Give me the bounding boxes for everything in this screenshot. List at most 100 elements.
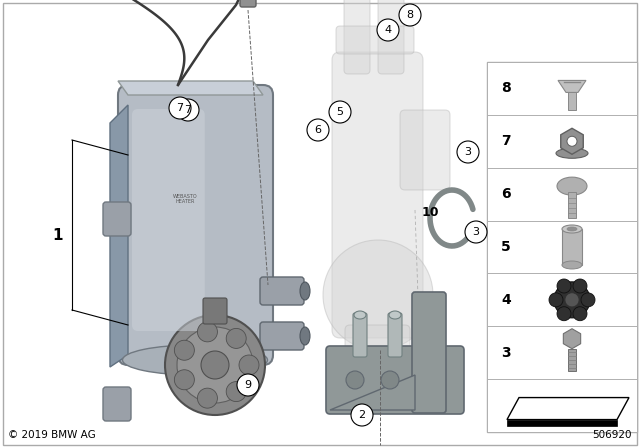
Text: © 2019 BMW AG: © 2019 BMW AG — [8, 430, 96, 440]
Text: 7: 7 — [177, 103, 184, 113]
Text: 5: 5 — [337, 107, 344, 117]
Circle shape — [197, 388, 218, 408]
Polygon shape — [507, 420, 617, 426]
Bar — [487, 168, 637, 220]
Bar — [568, 192, 576, 218]
FancyBboxPatch shape — [103, 202, 131, 236]
Ellipse shape — [354, 311, 366, 319]
Bar — [487, 379, 637, 432]
Circle shape — [381, 371, 399, 389]
Circle shape — [165, 315, 265, 415]
FancyBboxPatch shape — [388, 313, 402, 357]
Circle shape — [197, 322, 218, 342]
Ellipse shape — [562, 261, 582, 269]
Text: 6: 6 — [314, 125, 321, 135]
FancyBboxPatch shape — [260, 322, 304, 350]
Polygon shape — [561, 128, 583, 154]
Polygon shape — [507, 397, 629, 420]
Text: 506920: 506920 — [593, 430, 632, 440]
Text: 10: 10 — [421, 206, 439, 219]
FancyBboxPatch shape — [332, 52, 423, 338]
FancyBboxPatch shape — [378, 0, 404, 74]
Ellipse shape — [562, 225, 582, 233]
Circle shape — [377, 19, 399, 41]
Circle shape — [557, 307, 571, 321]
Circle shape — [399, 4, 421, 26]
Circle shape — [177, 99, 199, 121]
Text: 6: 6 — [501, 187, 511, 201]
FancyBboxPatch shape — [132, 109, 205, 331]
FancyBboxPatch shape — [118, 85, 273, 365]
FancyBboxPatch shape — [345, 325, 410, 380]
Circle shape — [554, 282, 590, 318]
Text: 8: 8 — [406, 10, 413, 20]
Ellipse shape — [557, 177, 587, 195]
Bar — [487, 62, 637, 115]
Text: 4: 4 — [385, 25, 392, 35]
Bar — [487, 62, 637, 432]
Text: 5: 5 — [501, 240, 511, 254]
Bar — [487, 326, 637, 379]
Circle shape — [174, 370, 195, 390]
Text: WEBASTO
HEATER: WEBASTO HEATER — [172, 194, 197, 204]
Text: 3: 3 — [465, 147, 472, 157]
Polygon shape — [330, 375, 415, 410]
Text: 9: 9 — [244, 380, 252, 390]
Bar — [487, 115, 637, 168]
Circle shape — [226, 382, 246, 401]
Text: 1: 1 — [52, 228, 63, 242]
Bar — [568, 349, 576, 370]
Ellipse shape — [300, 327, 310, 345]
Circle shape — [581, 293, 595, 307]
Circle shape — [239, 355, 259, 375]
Bar — [487, 273, 637, 326]
Text: 4: 4 — [501, 293, 511, 307]
Polygon shape — [563, 329, 580, 349]
Circle shape — [169, 97, 191, 119]
FancyBboxPatch shape — [203, 298, 227, 324]
Circle shape — [465, 221, 487, 243]
FancyBboxPatch shape — [353, 313, 367, 357]
Circle shape — [549, 293, 563, 307]
FancyBboxPatch shape — [400, 110, 450, 190]
FancyBboxPatch shape — [344, 0, 370, 74]
FancyBboxPatch shape — [412, 292, 446, 413]
Text: 2: 2 — [358, 410, 365, 420]
Ellipse shape — [389, 311, 401, 319]
Circle shape — [351, 404, 373, 426]
Polygon shape — [558, 81, 586, 92]
Bar — [562, 229, 582, 265]
Circle shape — [226, 328, 246, 349]
Text: 3: 3 — [472, 227, 479, 237]
Circle shape — [177, 327, 253, 403]
Circle shape — [573, 307, 587, 321]
FancyBboxPatch shape — [336, 26, 414, 54]
Text: 3: 3 — [501, 346, 511, 360]
Polygon shape — [118, 81, 263, 95]
FancyBboxPatch shape — [326, 346, 464, 414]
Polygon shape — [110, 105, 128, 367]
Bar — [568, 92, 576, 110]
Text: 8: 8 — [501, 82, 511, 95]
Circle shape — [346, 371, 364, 389]
Circle shape — [565, 293, 579, 307]
Ellipse shape — [122, 345, 268, 375]
Ellipse shape — [300, 282, 310, 300]
Text: 7: 7 — [184, 105, 191, 115]
FancyBboxPatch shape — [260, 277, 304, 305]
Circle shape — [329, 101, 351, 123]
Circle shape — [237, 374, 259, 396]
FancyBboxPatch shape — [103, 387, 131, 421]
Circle shape — [307, 119, 329, 141]
Bar — [487, 220, 637, 273]
FancyBboxPatch shape — [240, 0, 256, 7]
Circle shape — [567, 136, 577, 146]
Circle shape — [174, 340, 195, 360]
Circle shape — [323, 240, 433, 350]
Text: 7: 7 — [501, 134, 511, 148]
Ellipse shape — [556, 148, 588, 158]
Circle shape — [573, 279, 587, 293]
Circle shape — [557, 279, 571, 293]
Circle shape — [201, 351, 229, 379]
Circle shape — [457, 141, 479, 163]
